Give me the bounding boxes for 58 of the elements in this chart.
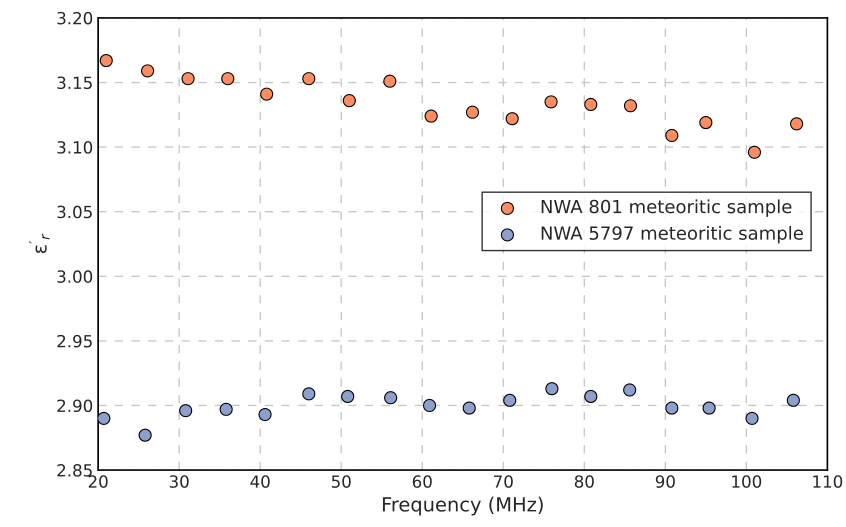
point [665, 402, 678, 415]
point [98, 412, 110, 425]
y-tick-label: 2.85 [57, 464, 92, 477]
point [138, 428, 152, 442]
point [342, 94, 356, 108]
point [790, 117, 804, 130]
point [424, 110, 438, 123]
point [260, 88, 274, 101]
point [466, 106, 480, 119]
x-tick-label: 60 [412, 475, 432, 488]
point [702, 402, 716, 415]
point [544, 95, 558, 108]
point [584, 390, 598, 404]
y-tick-label: 2.95 [57, 334, 92, 348]
point [462, 402, 476, 415]
x-tick-label: 20 [88, 475, 108, 488]
point [584, 98, 598, 112]
point [745, 412, 759, 425]
point [383, 74, 396, 88]
x-tick-label: 70 [494, 475, 513, 488]
y-tick-label: 3.15 [57, 76, 92, 90]
point [302, 387, 316, 400]
y-tick-label: 3.05 [57, 206, 92, 218]
y-tick-label: 2.90 [57, 399, 92, 412]
point [623, 383, 636, 397]
point [302, 72, 316, 86]
x-tick-label: 90 [656, 475, 675, 488]
point [221, 72, 234, 86]
y-tick-label: 3.10 [57, 141, 92, 154]
point [786, 394, 800, 407]
point [503, 394, 516, 407]
point [384, 391, 398, 404]
y-axis-title: ε$^{′}$$_{r}$ [29, 234, 50, 254]
x-axis-title: Frequency (MHz) [382, 496, 543, 516]
point [545, 382, 558, 396]
point [100, 54, 113, 68]
x-tick-label: 110 [813, 475, 842, 488]
legend-label: NWA 801 meteoritic sample [542, 199, 792, 217]
point [699, 116, 712, 130]
point [220, 402, 233, 416]
x-tick-label: 100 [732, 475, 762, 488]
point [182, 72, 195, 86]
x-tick-label: 50 [332, 475, 351, 488]
point [624, 99, 638, 112]
y-tick-label: 3.20 [57, 12, 92, 24]
point [506, 112, 519, 126]
point [258, 408, 272, 422]
point [341, 390, 354, 404]
point [422, 398, 436, 412]
y-tick-label: 3.00 [57, 270, 92, 283]
legend-label: NWA 5797 meteoritic sample [542, 226, 803, 244]
x-tick-label: 80 [574, 475, 594, 488]
point [179, 404, 192, 418]
point [140, 64, 154, 78]
point [665, 128, 678, 142]
point [748, 146, 762, 159]
x-tick-label: 40 [250, 475, 270, 488]
x-tick-label: 30 [170, 475, 189, 488]
